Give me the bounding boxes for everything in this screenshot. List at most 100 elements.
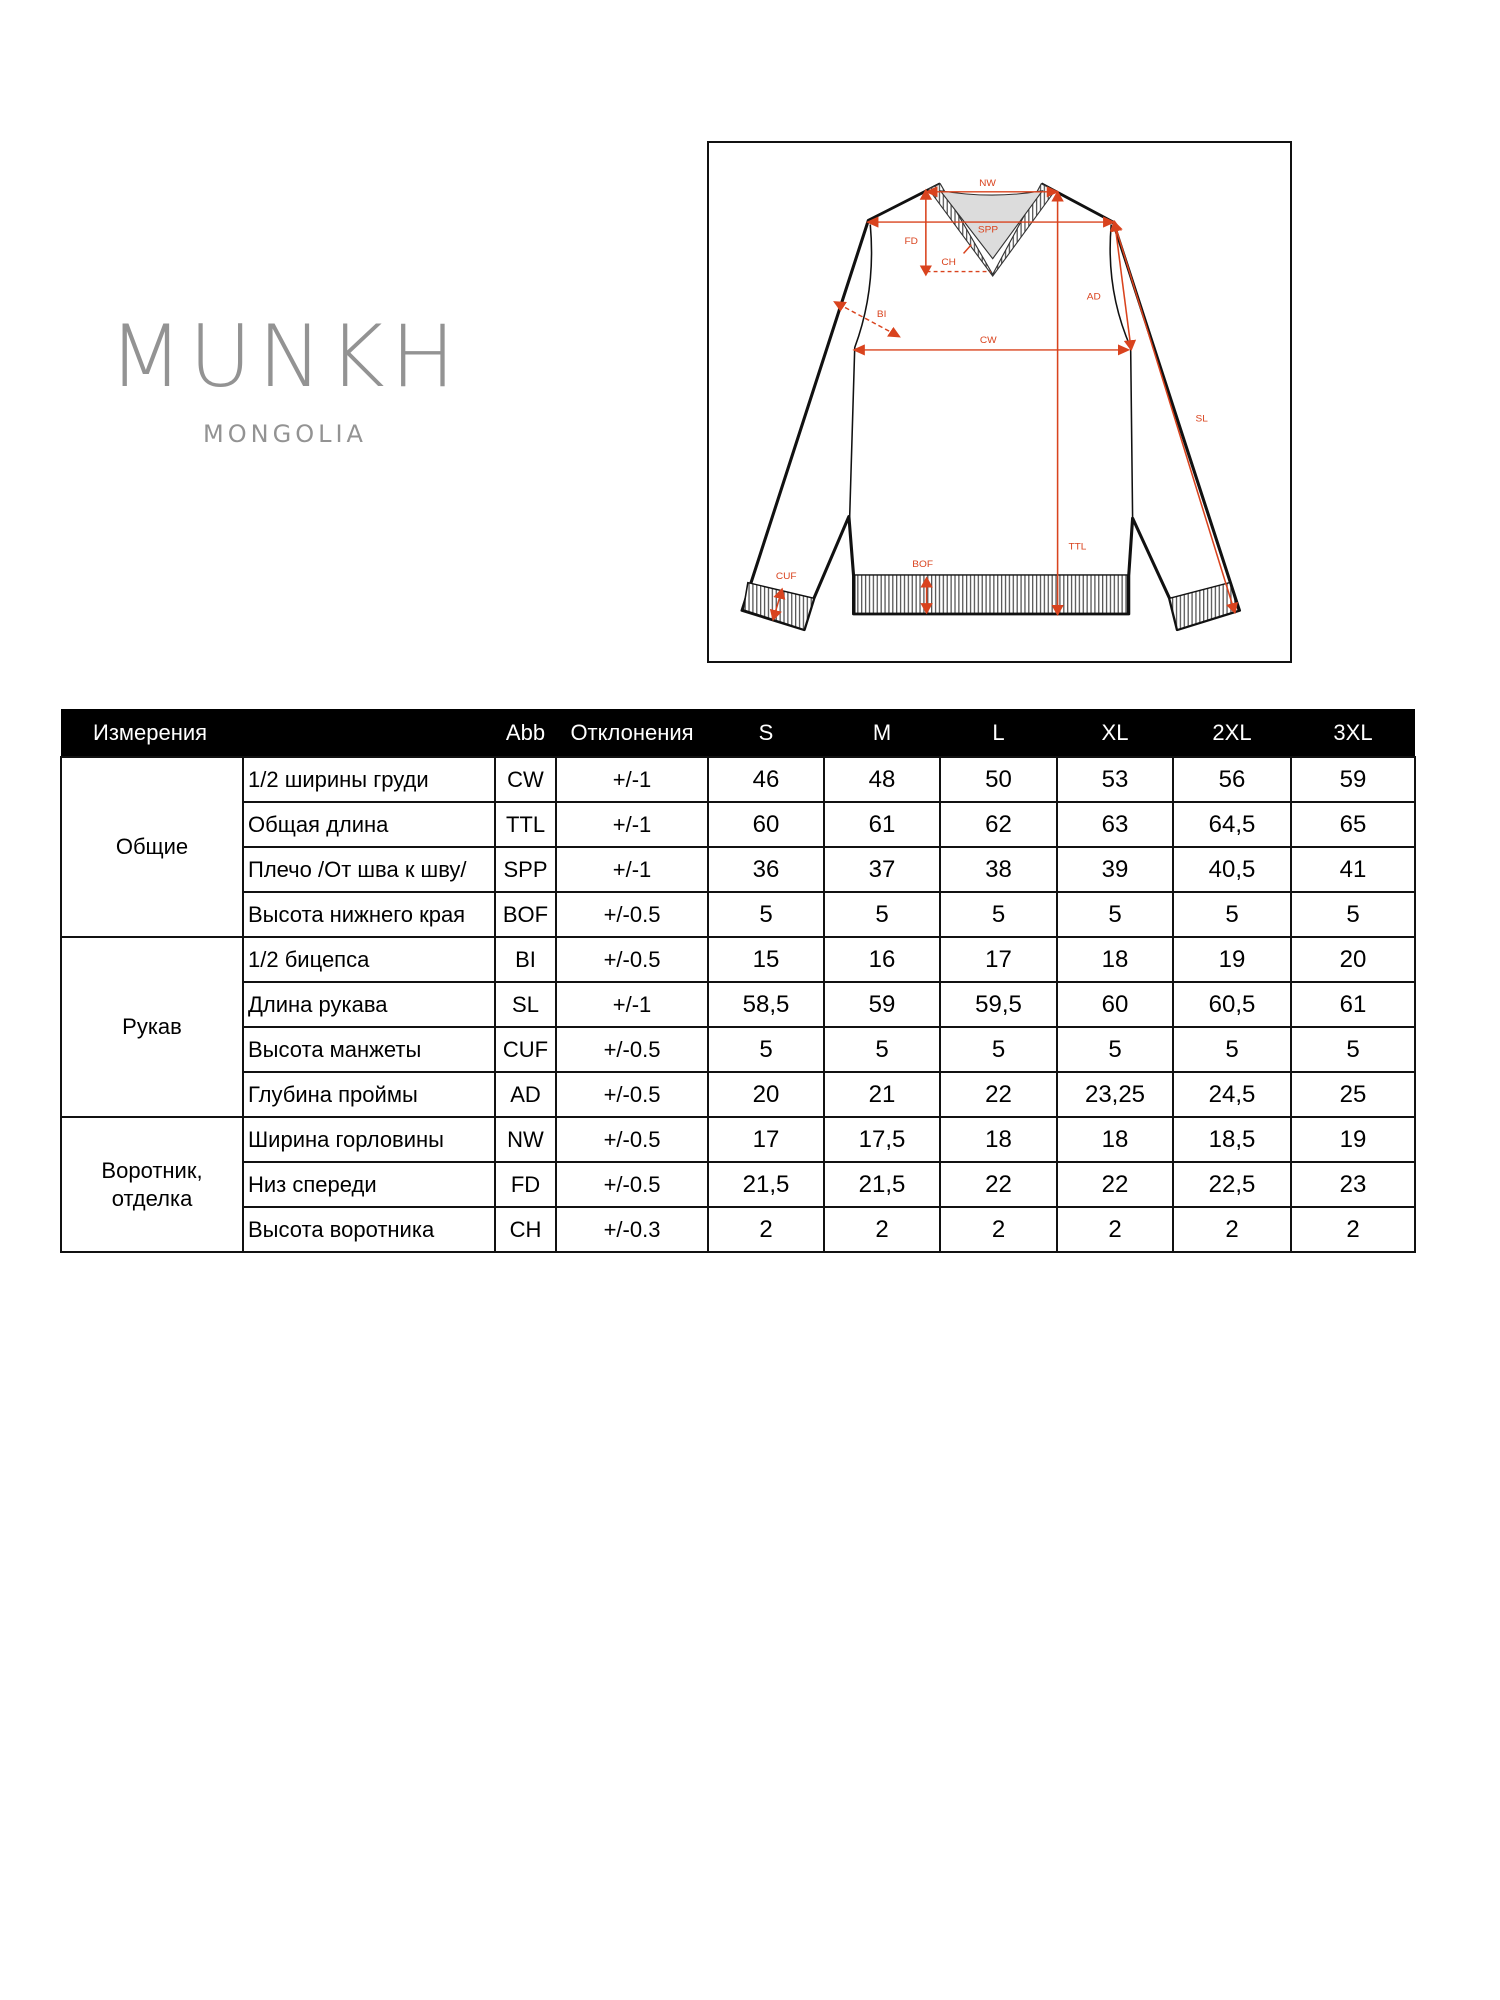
table-row: Низ спереди FD +/-0.5 21,5 21,5 22 22 22,5 23 [61,1161,1416,1208]
size-value: 5 [1290,1026,1416,1073]
measurement-name: Низ спереди [242,1161,496,1208]
label-bof: BOF [912,559,933,569]
table-row: Длина рукава SL +/-1 58,5 59 59,5 60 60,5 61 [61,981,1416,1028]
size-value: 18,5 [1172,1116,1292,1163]
size-value: 38 [939,846,1058,893]
size-value: 2 [707,1206,825,1253]
size-value: 21,5 [823,1161,941,1208]
size-value: 18 [1056,936,1174,983]
size-value: 5 [707,1026,825,1073]
size-value: 5 [1172,891,1292,938]
size-value: 5 [823,891,941,938]
measurement-name: Длина рукава [242,981,496,1028]
size-value: 39 [1056,846,1174,893]
label-sl: SL [1196,414,1209,424]
size-value: 50 [939,756,1058,803]
measurement-tolerance: +/-1 [555,981,709,1028]
size-value: 53 [1056,756,1174,803]
table-row: Рукав 1/2 бицепса BI +/-0.5 15 16 17 18 19 20 [60,936,1416,1118]
size-value: 19 [1290,1116,1416,1163]
size-value: 2 [1290,1206,1416,1253]
header-size-xl: XL [1057,709,1173,757]
measurement-abbreviation: BI [494,936,557,983]
size-value: 22,5 [1172,1161,1292,1208]
header-size-l: L [940,709,1057,757]
size-value: 5 [1172,1026,1292,1073]
size-value: 2 [939,1206,1058,1253]
size-value: 21 [823,1071,941,1118]
size-chart-table: Измерения Abb Отклонения S M L XL 2XL 3X… [60,709,1416,1253]
size-value: 64,5 [1172,801,1292,848]
label-bi: BI [877,310,887,320]
size-value: 22 [1056,1161,1174,1208]
size-value: 5 [939,1026,1058,1073]
measurement-abbreviation: SPP [494,846,557,893]
measurement-name: Плечо /От шва к шву/ [242,846,496,893]
header-size-3xl: 3XL [1291,709,1415,757]
size-value: 15 [707,936,825,983]
size-value: 20 [707,1071,825,1118]
measurement-name: 1/2 ширины груди [242,756,496,803]
measurement-name: 1/2 бицепса [242,936,496,983]
size-value: 18 [1056,1116,1174,1163]
size-value: 23,25 [1056,1071,1174,1118]
measurement-lines [769,186,1238,622]
size-value: 40,5 [1172,846,1292,893]
measurement-abbreviation: CUF [494,1026,557,1073]
table-row: Плечо /От шва к шву/SPP +/-1 36 37 38 39 40,5 4… [61,846,1416,893]
size-value: 36 [707,846,825,893]
size-value: 61 [1290,981,1416,1028]
size-value: 17 [939,936,1058,983]
size-value: 60,5 [1172,981,1292,1028]
size-value: 61 [823,801,941,848]
size-value: 2 [823,1206,941,1253]
header-size-m: M [824,709,940,757]
measurement-name: Высота нижнего края [242,891,496,938]
size-value: 5 [707,891,825,938]
measurement-tolerance: +/-1 [555,756,709,803]
table-body: Общие 1/2 ширины груди CW +/-1 46 48 50 53 56 59 О… [60,756,1416,1253]
size-value: 17,5 [823,1116,941,1163]
size-value: 5 [1056,1026,1174,1073]
size-value: 41 [1290,846,1416,893]
measurement-abbreviation: SL [494,981,557,1028]
label-ttl: TTL [1068,542,1087,552]
measurement-name: Общая длина [242,801,496,848]
size-value: 63 [1056,801,1174,848]
label-ad: AD [1087,292,1101,302]
size-value: 2 [1056,1206,1174,1253]
measurement-abbreviation: TTL [494,801,557,848]
table-header-row: Измерения Abb Отклонения S M L XL 2XL 3X… [61,709,1415,757]
size-value: 5 [1290,891,1416,938]
measurement-name: Ширина горловины [242,1116,496,1163]
table-row: Высота манжеты CUF +/-0.5 5 5 5 5 5 5 [61,1026,1416,1073]
size-value: 21,5 [707,1161,825,1208]
table-row: Общие 1/2 ширины груди CW +/-1 46 48 50 53 56 59 [60,756,1416,938]
size-value: 25 [1290,1071,1416,1118]
group-label: Общие [60,756,244,938]
measurement-tolerance: +/-0.3 [555,1206,709,1253]
size-value: 62 [939,801,1058,848]
label-cw: CW [980,335,997,345]
table-row: Высота нижнего края BOF +/-0.5 5 5 5 5 5 5 [61,891,1416,938]
size-value: 56 [1172,756,1292,803]
size-value: 18 [939,1116,1058,1163]
size-value: 59,5 [939,981,1058,1028]
header-measurements: Измерения [61,709,243,757]
measurement-abbreviation: NW [494,1116,557,1163]
size-value: 22 [939,1071,1058,1118]
table-row: Общая длина TTL +/-1 60 61 62 63 64,5 65 [61,801,1416,848]
measurement-tolerance: +/-0.5 [555,1071,709,1118]
group-label: Воротник, отделка [60,1116,244,1253]
sweater-sketch: NW SPP FD CH AD BI CW SL TTL BOF CUF [740,179,1242,632]
size-value: 65 [1290,801,1416,848]
size-value: 46 [707,756,825,803]
label-spp: SPP [978,225,998,235]
measurement-abbreviation: BOF [494,891,557,938]
size-value: 22 [939,1161,1058,1208]
header-abb: Abb [495,709,556,757]
size-value: 37 [823,846,941,893]
measurement-abbreviation: FD [494,1161,557,1208]
measurement-abbreviation: CW [494,756,557,803]
measurement-tolerance: +/-0.5 [555,1161,709,1208]
